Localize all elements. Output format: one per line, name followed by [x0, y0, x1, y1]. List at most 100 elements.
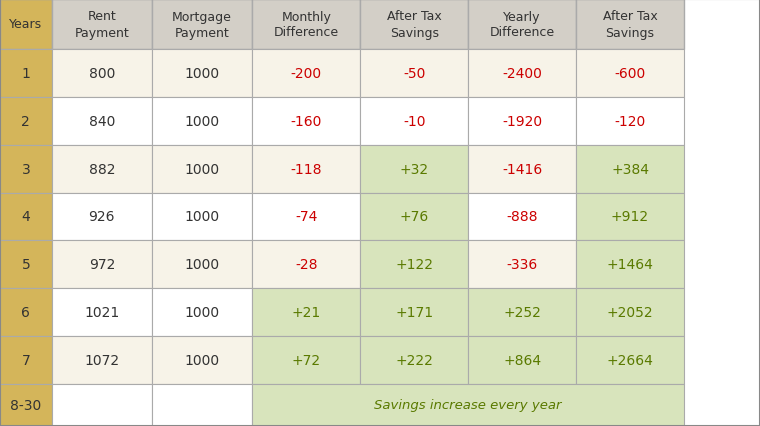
Text: -2400: -2400 — [502, 67, 542, 81]
Text: 800: 800 — [89, 67, 115, 81]
Bar — [152, 145, 252, 193]
Bar — [0, 0, 52, 50]
Bar — [52, 337, 152, 384]
Text: +384: +384 — [611, 162, 649, 176]
Bar — [0, 384, 52, 426]
Bar — [576, 337, 684, 384]
Bar — [468, 0, 576, 50]
Bar — [0, 337, 52, 384]
Bar — [468, 337, 576, 384]
Bar — [0, 288, 52, 337]
Text: Monthly
Difference: Monthly Difference — [274, 11, 339, 40]
Bar — [252, 193, 360, 241]
Text: 5: 5 — [21, 258, 30, 272]
Bar — [360, 98, 468, 145]
Text: 1000: 1000 — [185, 115, 220, 129]
Text: +32: +32 — [400, 162, 429, 176]
Text: +1464: +1464 — [606, 258, 654, 272]
Text: Yearly
Difference: Yearly Difference — [489, 11, 555, 40]
Bar — [52, 241, 152, 288]
Text: -10: -10 — [403, 115, 426, 129]
Bar — [152, 98, 252, 145]
Bar — [360, 193, 468, 241]
Text: +21: +21 — [292, 305, 321, 320]
Bar — [0, 193, 52, 241]
Text: -1920: -1920 — [502, 115, 542, 129]
Text: 1000: 1000 — [185, 67, 220, 81]
Text: +72: +72 — [292, 353, 321, 367]
Text: 1021: 1021 — [84, 305, 119, 320]
Bar — [252, 288, 360, 337]
Text: After Tax
Savings: After Tax Savings — [603, 11, 657, 40]
Text: -336: -336 — [506, 258, 538, 272]
Text: -600: -600 — [614, 67, 646, 81]
Text: +122: +122 — [395, 258, 433, 272]
Text: +2664: +2664 — [606, 353, 654, 367]
Bar — [576, 98, 684, 145]
Bar — [252, 241, 360, 288]
Bar — [468, 241, 576, 288]
Bar — [468, 288, 576, 337]
Bar — [252, 50, 360, 98]
Bar — [0, 98, 52, 145]
Text: 926: 926 — [89, 210, 115, 224]
Bar — [468, 145, 576, 193]
Bar — [52, 50, 152, 98]
Bar — [152, 337, 252, 384]
Text: -120: -120 — [614, 115, 646, 129]
Bar — [360, 241, 468, 288]
Text: +222: +222 — [395, 353, 433, 367]
Bar — [152, 384, 252, 426]
Bar — [152, 193, 252, 241]
Text: 2: 2 — [21, 115, 30, 129]
Text: -118: -118 — [290, 162, 322, 176]
Bar — [360, 337, 468, 384]
Bar — [576, 0, 684, 50]
Text: Rent
Payment: Rent Payment — [74, 11, 129, 40]
Bar — [252, 145, 360, 193]
Bar — [576, 288, 684, 337]
Text: +912: +912 — [611, 210, 649, 224]
Text: 1000: 1000 — [185, 162, 220, 176]
Text: 1000: 1000 — [185, 305, 220, 320]
Text: -200: -200 — [291, 67, 321, 81]
Bar — [52, 288, 152, 337]
Text: -50: -50 — [403, 67, 426, 81]
Text: 4: 4 — [21, 210, 30, 224]
Text: 3: 3 — [21, 162, 30, 176]
Bar — [0, 50, 52, 98]
Text: 8-30: 8-30 — [10, 398, 42, 412]
Text: -888: -888 — [506, 210, 538, 224]
Bar — [0, 241, 52, 288]
Bar — [576, 50, 684, 98]
Text: 6: 6 — [21, 305, 30, 320]
Text: 882: 882 — [89, 162, 115, 176]
Text: After Tax
Savings: After Tax Savings — [387, 11, 442, 40]
Bar — [52, 193, 152, 241]
Bar — [0, 145, 52, 193]
Text: 972: 972 — [89, 258, 115, 272]
Bar — [576, 193, 684, 241]
Bar — [252, 337, 360, 384]
Text: -1416: -1416 — [502, 162, 542, 176]
Text: 7: 7 — [21, 353, 30, 367]
Bar — [576, 145, 684, 193]
Text: 1072: 1072 — [84, 353, 119, 367]
Bar — [360, 0, 468, 50]
Text: Savings increase every year: Savings increase every year — [375, 399, 562, 412]
Bar — [468, 193, 576, 241]
Text: 1000: 1000 — [185, 353, 220, 367]
Text: 1000: 1000 — [185, 258, 220, 272]
Bar — [152, 0, 252, 50]
Text: Years: Years — [9, 18, 43, 32]
Text: 1000: 1000 — [185, 210, 220, 224]
Text: +2052: +2052 — [606, 305, 654, 320]
Bar — [360, 288, 468, 337]
Text: Mortgage
Payment: Mortgage Payment — [173, 11, 232, 40]
Text: 840: 840 — [89, 115, 115, 129]
Text: -160: -160 — [290, 115, 322, 129]
Text: +171: +171 — [395, 305, 433, 320]
Bar — [152, 288, 252, 337]
Text: +864: +864 — [503, 353, 541, 367]
Text: 1: 1 — [21, 67, 30, 81]
